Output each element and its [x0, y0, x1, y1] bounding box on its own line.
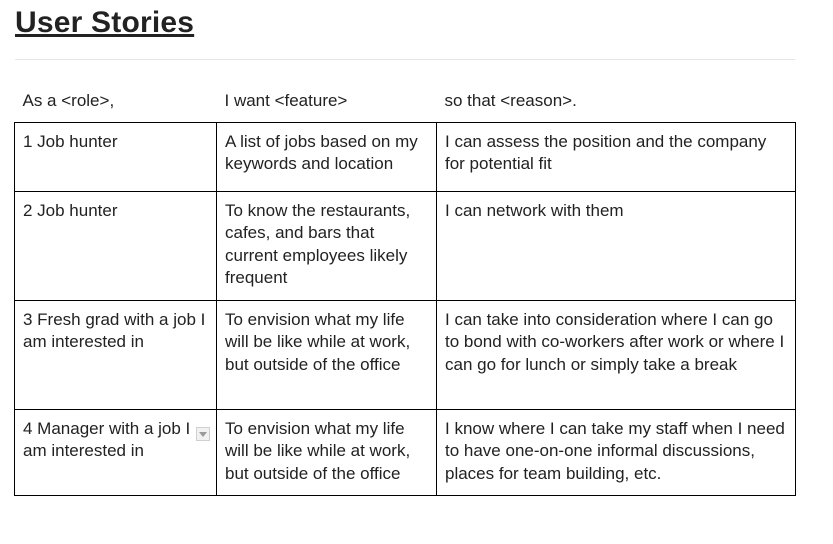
role-cell[interactable]: 3 Fresh grad with a job I am interested …: [14, 299, 217, 410]
reason-cell[interactable]: I can assess the position and the compan…: [436, 121, 796, 192]
table-row: 2 Job hunter To know the restaurants, ca…: [14, 190, 796, 301]
feature-cell[interactable]: To know the restaurants, cafes, and bars…: [216, 190, 437, 301]
header-role: As a <role>,: [22, 91, 115, 110]
role-cell[interactable]: 2 Job hunter: [14, 190, 217, 301]
feature-cell[interactable]: To envision what my life will be like wh…: [216, 299, 437, 410]
header-row: As a <role>, I want <feature> so that <r…: [15, 80, 796, 122]
chevron-glyph: [199, 431, 207, 437]
header-feature: I want <feature>: [224, 91, 348, 110]
role-cell[interactable]: 4 Manager with a job I am interested in: [14, 408, 217, 496]
chevron-down-icon[interactable]: [196, 427, 210, 441]
title-divider: [15, 59, 795, 60]
reason-cell[interactable]: I can take into consideration where I ca…: [436, 299, 796, 410]
role-cell[interactable]: 1 Job hunter: [14, 121, 217, 192]
table-row: 4 Manager with a job I am interested in …: [14, 408, 796, 496]
feature-cell[interactable]: To envision what my life will be like wh…: [216, 408, 437, 496]
reason-cell[interactable]: I know where I can take my staff when I …: [436, 408, 796, 496]
header-reason: so that <reason>.: [444, 91, 577, 110]
reason-cell[interactable]: I can network with them: [436, 190, 796, 301]
user-stories-table: As a <role>, I want <feature> so that <r…: [14, 80, 796, 496]
table-row: 3 Fresh grad with a job I am interested …: [14, 299, 796, 410]
feature-cell[interactable]: A list of jobs based on my keywords and …: [216, 121, 437, 192]
page-title: User Stories: [15, 6, 195, 39]
table-row: 1 Job hunter A list of jobs based on my …: [14, 121, 796, 192]
